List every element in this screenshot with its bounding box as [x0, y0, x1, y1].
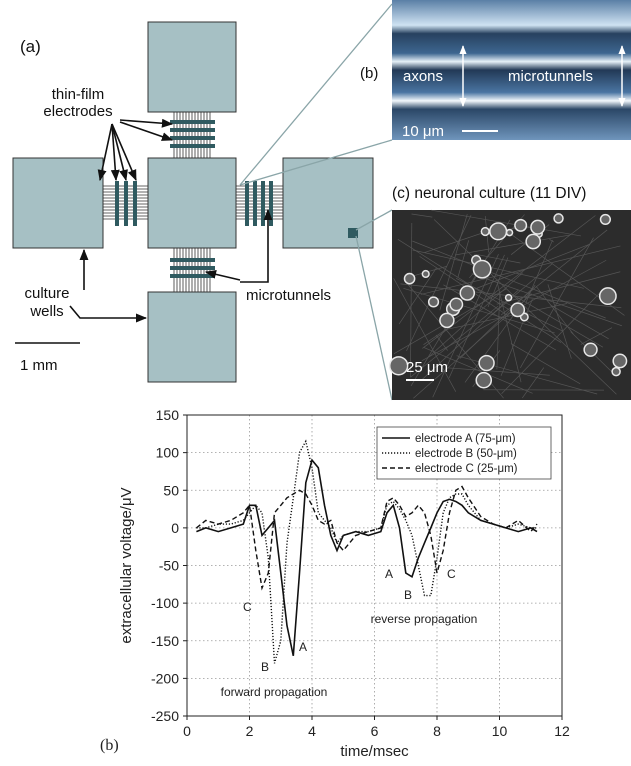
- cell: [422, 271, 429, 278]
- wells-label: culture: [24, 285, 69, 302]
- x-tick-label: 4: [308, 723, 316, 739]
- y-tick-label: 50: [163, 482, 179, 498]
- figure-svg: (a) thin-film electrodes culture wells m…: [0, 0, 631, 766]
- legend-label: electrode C (25-μm): [415, 463, 518, 475]
- well: [148, 158, 236, 248]
- electrode: [253, 181, 257, 226]
- scale-label: 1 mm: [20, 357, 58, 374]
- cell: [390, 357, 408, 375]
- legend-label: electrode A (75-μm): [415, 433, 516, 445]
- x-tick-label: 8: [433, 723, 441, 739]
- data-line: [196, 460, 537, 656]
- tunnels-label: microtunnels: [246, 287, 331, 304]
- arrow: [120, 120, 172, 124]
- cell: [450, 298, 462, 310]
- cell: [600, 288, 616, 304]
- cell: [526, 234, 540, 248]
- x-axis-title: time/msec: [340, 743, 409, 760]
- electrode: [269, 181, 273, 226]
- annotation: B: [261, 660, 269, 674]
- scale-label: 10 μm: [402, 123, 444, 140]
- cell: [507, 230, 513, 236]
- y-tick-label: -200: [151, 670, 179, 686]
- y-tick-label: 100: [156, 445, 180, 461]
- cell: [481, 228, 489, 236]
- electrode: [170, 128, 215, 132]
- electrode: [170, 136, 215, 140]
- image-label: axons: [403, 68, 443, 85]
- electrode-label: thin-film: [52, 86, 105, 103]
- cell: [584, 343, 597, 356]
- annotation: A: [385, 567, 393, 581]
- legend-label: electrode B (50-μm): [415, 448, 517, 460]
- x-tick-label: 12: [554, 723, 570, 739]
- y-tick-label: -150: [151, 633, 179, 649]
- electrode: [170, 266, 215, 270]
- electrode: [133, 181, 137, 226]
- culture-wells: [13, 22, 373, 382]
- arrow: [100, 124, 112, 180]
- cell: [440, 313, 454, 327]
- electrode: [170, 144, 215, 148]
- well: [148, 22, 236, 112]
- cell: [612, 368, 620, 376]
- well: [148, 292, 236, 382]
- annotation: C: [243, 600, 252, 614]
- electrode: [170, 274, 215, 278]
- electrode-label: electrodes: [43, 103, 112, 120]
- electrode: [170, 258, 215, 262]
- annotation: forward propagation: [221, 685, 328, 699]
- x-tick-label: 10: [492, 723, 508, 739]
- panel-label: (b): [360, 65, 378, 82]
- cell: [515, 220, 527, 232]
- device-diagram: (a) thin-film electrodes culture wells m…: [13, 0, 631, 400]
- electrode: [124, 181, 128, 226]
- panel-label: (b): [100, 737, 119, 754]
- cell: [506, 295, 512, 301]
- y-tick-label: -100: [151, 595, 179, 611]
- y-tick-label: 0: [171, 520, 179, 536]
- cell: [613, 354, 626, 367]
- connector: [356, 236, 392, 400]
- y-axis-title: extracellular voltage/μV: [118, 487, 135, 643]
- annotation: A: [299, 640, 307, 654]
- electrode: [245, 181, 249, 226]
- panel-label: (a): [20, 37, 41, 56]
- wells-label: wells: [29, 303, 63, 320]
- electrode: [115, 181, 119, 226]
- y-tick-label: 150: [156, 407, 180, 423]
- electrode: [170, 120, 215, 124]
- x-tick-label: 6: [371, 723, 379, 739]
- cell: [476, 373, 491, 388]
- annotation: reverse propagation: [371, 612, 478, 626]
- cell: [511, 303, 524, 316]
- cell: [429, 297, 439, 307]
- well: [283, 158, 373, 248]
- arrow: [70, 306, 146, 318]
- data-line: [196, 487, 537, 589]
- chart: -250 -200 -150 -100 -50 0 50 100 150 0 2 4 6 8 10 12 tim…: [100, 407, 570, 760]
- panel-label: (c) neuronal culture (11 DIV): [392, 185, 586, 202]
- y-tick-label: -250: [151, 708, 179, 724]
- figure: (a) thin-film electrodes culture wells m…: [0, 0, 631, 766]
- arrow: [120, 122, 172, 140]
- cell: [479, 356, 494, 371]
- x-tick-label: 2: [246, 723, 254, 739]
- cell: [601, 215, 611, 225]
- cell: [460, 286, 474, 300]
- cell: [404, 274, 414, 284]
- image-label: microtunnels: [508, 68, 593, 85]
- cell: [490, 223, 507, 240]
- annotation: C: [447, 567, 456, 581]
- y-tick-label: -50: [159, 558, 179, 574]
- x-tick-label: 0: [183, 723, 191, 739]
- annotation: B: [404, 588, 412, 602]
- electrode: [261, 181, 265, 226]
- cell: [473, 260, 490, 277]
- cell: [554, 214, 563, 223]
- well: [13, 158, 103, 248]
- cell: [531, 220, 545, 234]
- scale-label: 25 μm: [406, 359, 448, 376]
